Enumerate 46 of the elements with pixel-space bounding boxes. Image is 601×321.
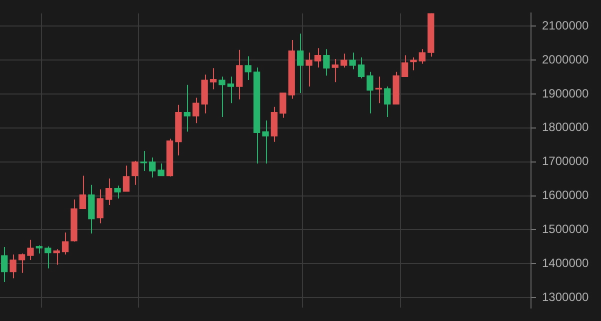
y-tick-label: 1900000 <box>542 86 590 100</box>
y-tick-label: 1400000 <box>542 256 590 270</box>
y-tick-label: 1600000 <box>542 188 590 202</box>
candlestick <box>158 163 164 176</box>
candlestick <box>1 246 8 283</box>
candlestick <box>366 71 374 114</box>
candlestick <box>184 84 190 132</box>
candlestick <box>10 254 16 279</box>
candlestick <box>349 52 356 70</box>
candlestick <box>332 58 338 83</box>
candlestick <box>192 97 200 124</box>
candlestick <box>418 48 426 64</box>
candlestick <box>62 232 69 256</box>
candlestick <box>27 239 34 260</box>
candlestick <box>358 56 365 79</box>
candlestick <box>314 48 322 68</box>
y-tick-label: 2000000 <box>542 52 590 66</box>
candlestick <box>340 53 348 68</box>
y-tick-label: 1800000 <box>542 120 590 134</box>
candlestick <box>401 54 408 78</box>
candlestick <box>410 56 417 71</box>
candlestick <box>53 248 60 266</box>
y-tick-label: 1700000 <box>542 154 590 168</box>
candlestick <box>227 76 234 104</box>
candlestick <box>236 49 243 100</box>
candlestick <box>122 165 130 192</box>
candlestick <box>244 56 252 81</box>
candlestick <box>296 33 304 94</box>
candlestick <box>218 76 226 118</box>
candlestick <box>79 175 86 210</box>
y-tick-label: 1300000 <box>542 290 590 304</box>
candlestick <box>384 86 391 118</box>
y-tick-label: 1500000 <box>542 222 590 236</box>
candlestick <box>132 160 138 186</box>
candlestick <box>96 188 104 224</box>
candlestick <box>149 156 156 178</box>
candlestick <box>114 185 121 200</box>
candlestick <box>280 92 286 118</box>
candlestick <box>323 48 330 76</box>
candlestick <box>18 252 26 274</box>
y-tick-label: 2100000 <box>542 18 590 32</box>
candlestick <box>306 52 312 88</box>
candlestick <box>105 178 112 206</box>
candlestick <box>262 120 269 164</box>
candlestick <box>44 246 52 269</box>
candlestick <box>210 68 217 90</box>
